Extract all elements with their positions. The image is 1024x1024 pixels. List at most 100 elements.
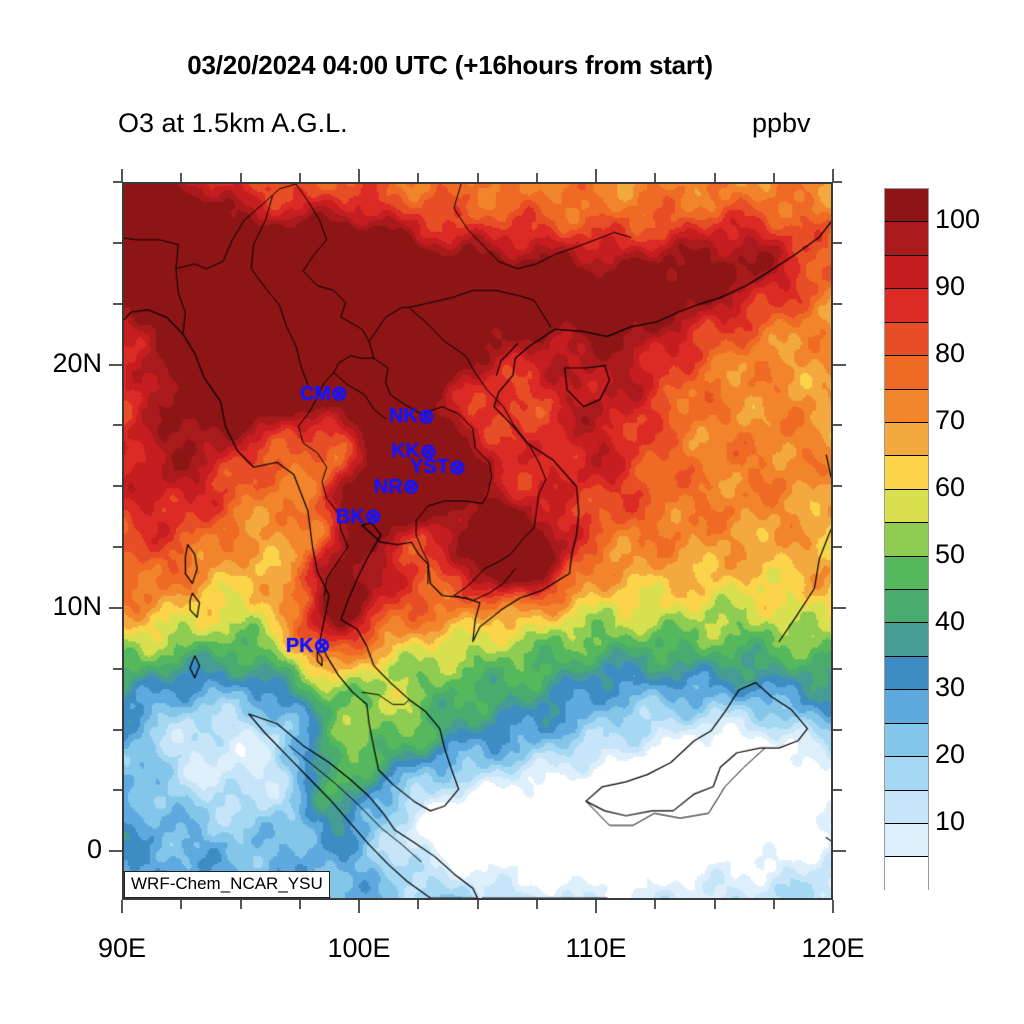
x-tick-top: [713, 173, 716, 182]
x-tick-top: [239, 173, 242, 182]
colorbar: [884, 188, 929, 891]
model-attribution: WRF-Chem_NCAR_YSU: [124, 871, 330, 898]
colorbar-band: [885, 523, 928, 557]
x-tick: [713, 900, 716, 909]
x-tick-top: [654, 173, 657, 182]
x-tick-top: [180, 173, 183, 182]
colorbar-band: [885, 790, 928, 825]
colorbar-tick-label: 60: [935, 471, 966, 502]
colorbar-tick-label: 30: [935, 672, 966, 703]
y-tick-label: 10N: [52, 590, 102, 621]
x-tick: [417, 900, 420, 909]
y-tick-label: 0: [86, 834, 102, 865]
colorbar-band: [885, 255, 928, 290]
y-tick: [109, 606, 122, 609]
station-cross-circle-icon: ⊗: [330, 383, 348, 406]
colorbar-tick-label: 70: [935, 405, 966, 435]
colorbar-band: [885, 623, 928, 657]
y-tick-right: [833, 485, 842, 488]
x-tick: [298, 900, 301, 909]
colorbar-band: [885, 456, 928, 490]
x-tick-label: 90E: [97, 933, 147, 963]
y-tick: [113, 424, 122, 427]
x-tick: [595, 900, 597, 913]
station-cross-circle-icon: ⊗: [402, 476, 420, 499]
x-tick-top: [417, 173, 420, 182]
x-tick-label: 120E: [801, 933, 865, 963]
colorbar-band: [885, 690, 928, 724]
y-tick: [109, 850, 122, 853]
y-tick-right: [833, 424, 842, 427]
y-tick: [113, 485, 122, 488]
x-tick-top: [772, 173, 775, 182]
city-label: NR: [373, 475, 403, 498]
colorbar-tick-label: 40: [935, 605, 966, 636]
x-tick-label: 100E: [327, 933, 391, 963]
city-marker-pk[interactable]: PK ⊗: [286, 635, 331, 658]
colorbar-band: [885, 189, 928, 223]
city-marker-nk[interactable]: NK ⊗: [389, 405, 435, 428]
y-tick-right: [833, 302, 842, 305]
y-tick-right: [833, 546, 842, 549]
city-marker-kk[interactable]: KK ⊗: [391, 440, 437, 463]
x-tick-label: 110E: [565, 933, 627, 963]
x-tick: [535, 900, 538, 909]
y-tick-right: [833, 789, 842, 792]
colorbar-tick-label: 20: [935, 739, 966, 770]
figure-subtitle: O3 at 1.5km A.G.L.: [118, 108, 348, 138]
x-tick-top: [476, 173, 479, 182]
city-marker-yst[interactable]: YST ⊗: [410, 456, 466, 479]
colorbar-band: [885, 824, 928, 858]
y-tick: [113, 546, 122, 549]
x-tick: [180, 900, 183, 909]
city-label: BK: [335, 505, 365, 528]
colorbar-band: [885, 289, 928, 323]
y-tick: [109, 363, 122, 366]
city-marker-cm[interactable]: CM ⊗: [300, 383, 348, 406]
units-label: ppbv: [752, 108, 811, 138]
x-tick: [476, 900, 479, 909]
station-cross-circle-icon: ⊗: [449, 456, 466, 479]
y-tick-right: [833, 667, 842, 670]
colorbar-band: [885, 422, 928, 457]
x-tick: [832, 900, 834, 913]
coastline-overlay: [124, 184, 831, 898]
colorbar-band: [885, 857, 928, 891]
colorbar-tick-label: 10: [935, 806, 966, 837]
y-tick-right: [833, 241, 842, 244]
colorbar-band: [885, 590, 928, 624]
city-label: KK: [391, 440, 420, 463]
x-tick: [772, 900, 775, 909]
map-plot-area: [122, 182, 833, 900]
colorbar-tick-label: 80: [935, 338, 966, 369]
x-tick-top: [535, 173, 538, 182]
y-tick-right: [833, 363, 846, 366]
y-tick-label: 20N: [52, 347, 102, 378]
colorbar-band: [885, 389, 928, 423]
colorbar-band: [885, 723, 928, 758]
colorbar-band: [885, 322, 928, 357]
city-marker-bk[interactable]: BK ⊗: [336, 506, 382, 529]
city-label: PK: [285, 634, 314, 657]
x-tick: [121, 900, 123, 913]
x-tick-top: [121, 169, 123, 182]
y-tick-right: [833, 181, 842, 183]
station-cross-circle-icon: ⊗: [364, 506, 382, 529]
y-tick: [113, 181, 122, 183]
city-marker-nr[interactable]: NR ⊗: [374, 476, 420, 499]
colorbar-band: [885, 222, 928, 256]
figure-title: 03/20/2024 04:00 UTC (+16hours from star…: [187, 50, 713, 80]
y-tick-right: [833, 728, 842, 731]
x-tick-top: [358, 169, 360, 182]
city-label: NK: [388, 405, 418, 428]
colorbar-band: [885, 356, 928, 390]
y-tick: [113, 241, 122, 244]
colorbar-tick-label: 50: [935, 538, 966, 569]
colorbar-tick-label: 90: [935, 271, 966, 302]
y-tick-right: [833, 606, 846, 609]
station-cross-circle-icon: ⊗: [419, 440, 437, 463]
x-tick-top: [595, 169, 597, 182]
colorbar-band: [885, 757, 928, 791]
x-tick-top: [298, 173, 301, 182]
